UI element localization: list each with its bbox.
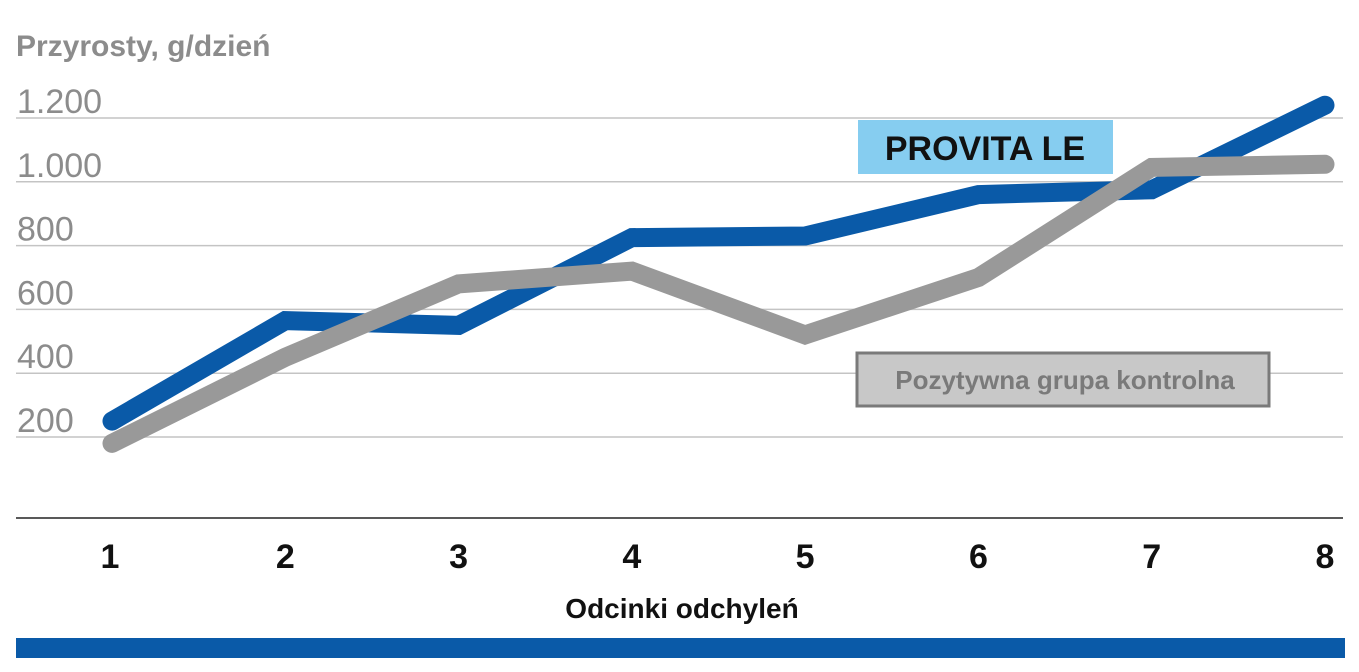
legend-provita-box <box>858 120 1113 174</box>
x-tick-label: 2 <box>276 538 295 576</box>
legend-provita-label: PROVITA LE <box>885 130 1085 168</box>
y-tick-label: 400 <box>17 338 74 376</box>
legend-provita: PROVITA LE <box>858 120 1113 174</box>
y-tick-label: 1.000 <box>17 147 102 185</box>
y-axis-ticks: 200 400 600 800 1.000 1.200 <box>17 83 102 440</box>
x-tick-label: 6 <box>969 538 988 576</box>
x-tick-label: 3 <box>449 538 468 576</box>
x-axis-title: Odcinki odchyleń <box>565 593 798 624</box>
y-tick-label: 600 <box>17 274 74 312</box>
y-tick-label: 800 <box>17 211 74 249</box>
x-tick-label: 5 <box>796 538 815 576</box>
y-tick-label: 1.200 <box>17 83 102 121</box>
x-tick-label: 4 <box>622 538 641 576</box>
series-lines <box>102 95 1335 453</box>
y-axis-title: Przyrosty, g/dzień <box>16 30 271 63</box>
legend-control: Pozytywna grupa kontrolna <box>855 351 1271 408</box>
x-tick-label: 7 <box>1142 538 1161 576</box>
legend-control-box <box>855 351 1271 408</box>
legend-control-label: Pozytywna grupa kontrolna <box>895 365 1235 395</box>
footer-bar <box>16 638 1345 658</box>
x-axis-ticks: 1 2 3 4 5 6 7 8 <box>101 538 1335 576</box>
x-tick-label: 8 <box>1316 538 1335 576</box>
y-tick-label: 200 <box>17 402 74 440</box>
x-tick-label: 1 <box>101 538 120 576</box>
series-line-control <box>102 154 1335 453</box>
